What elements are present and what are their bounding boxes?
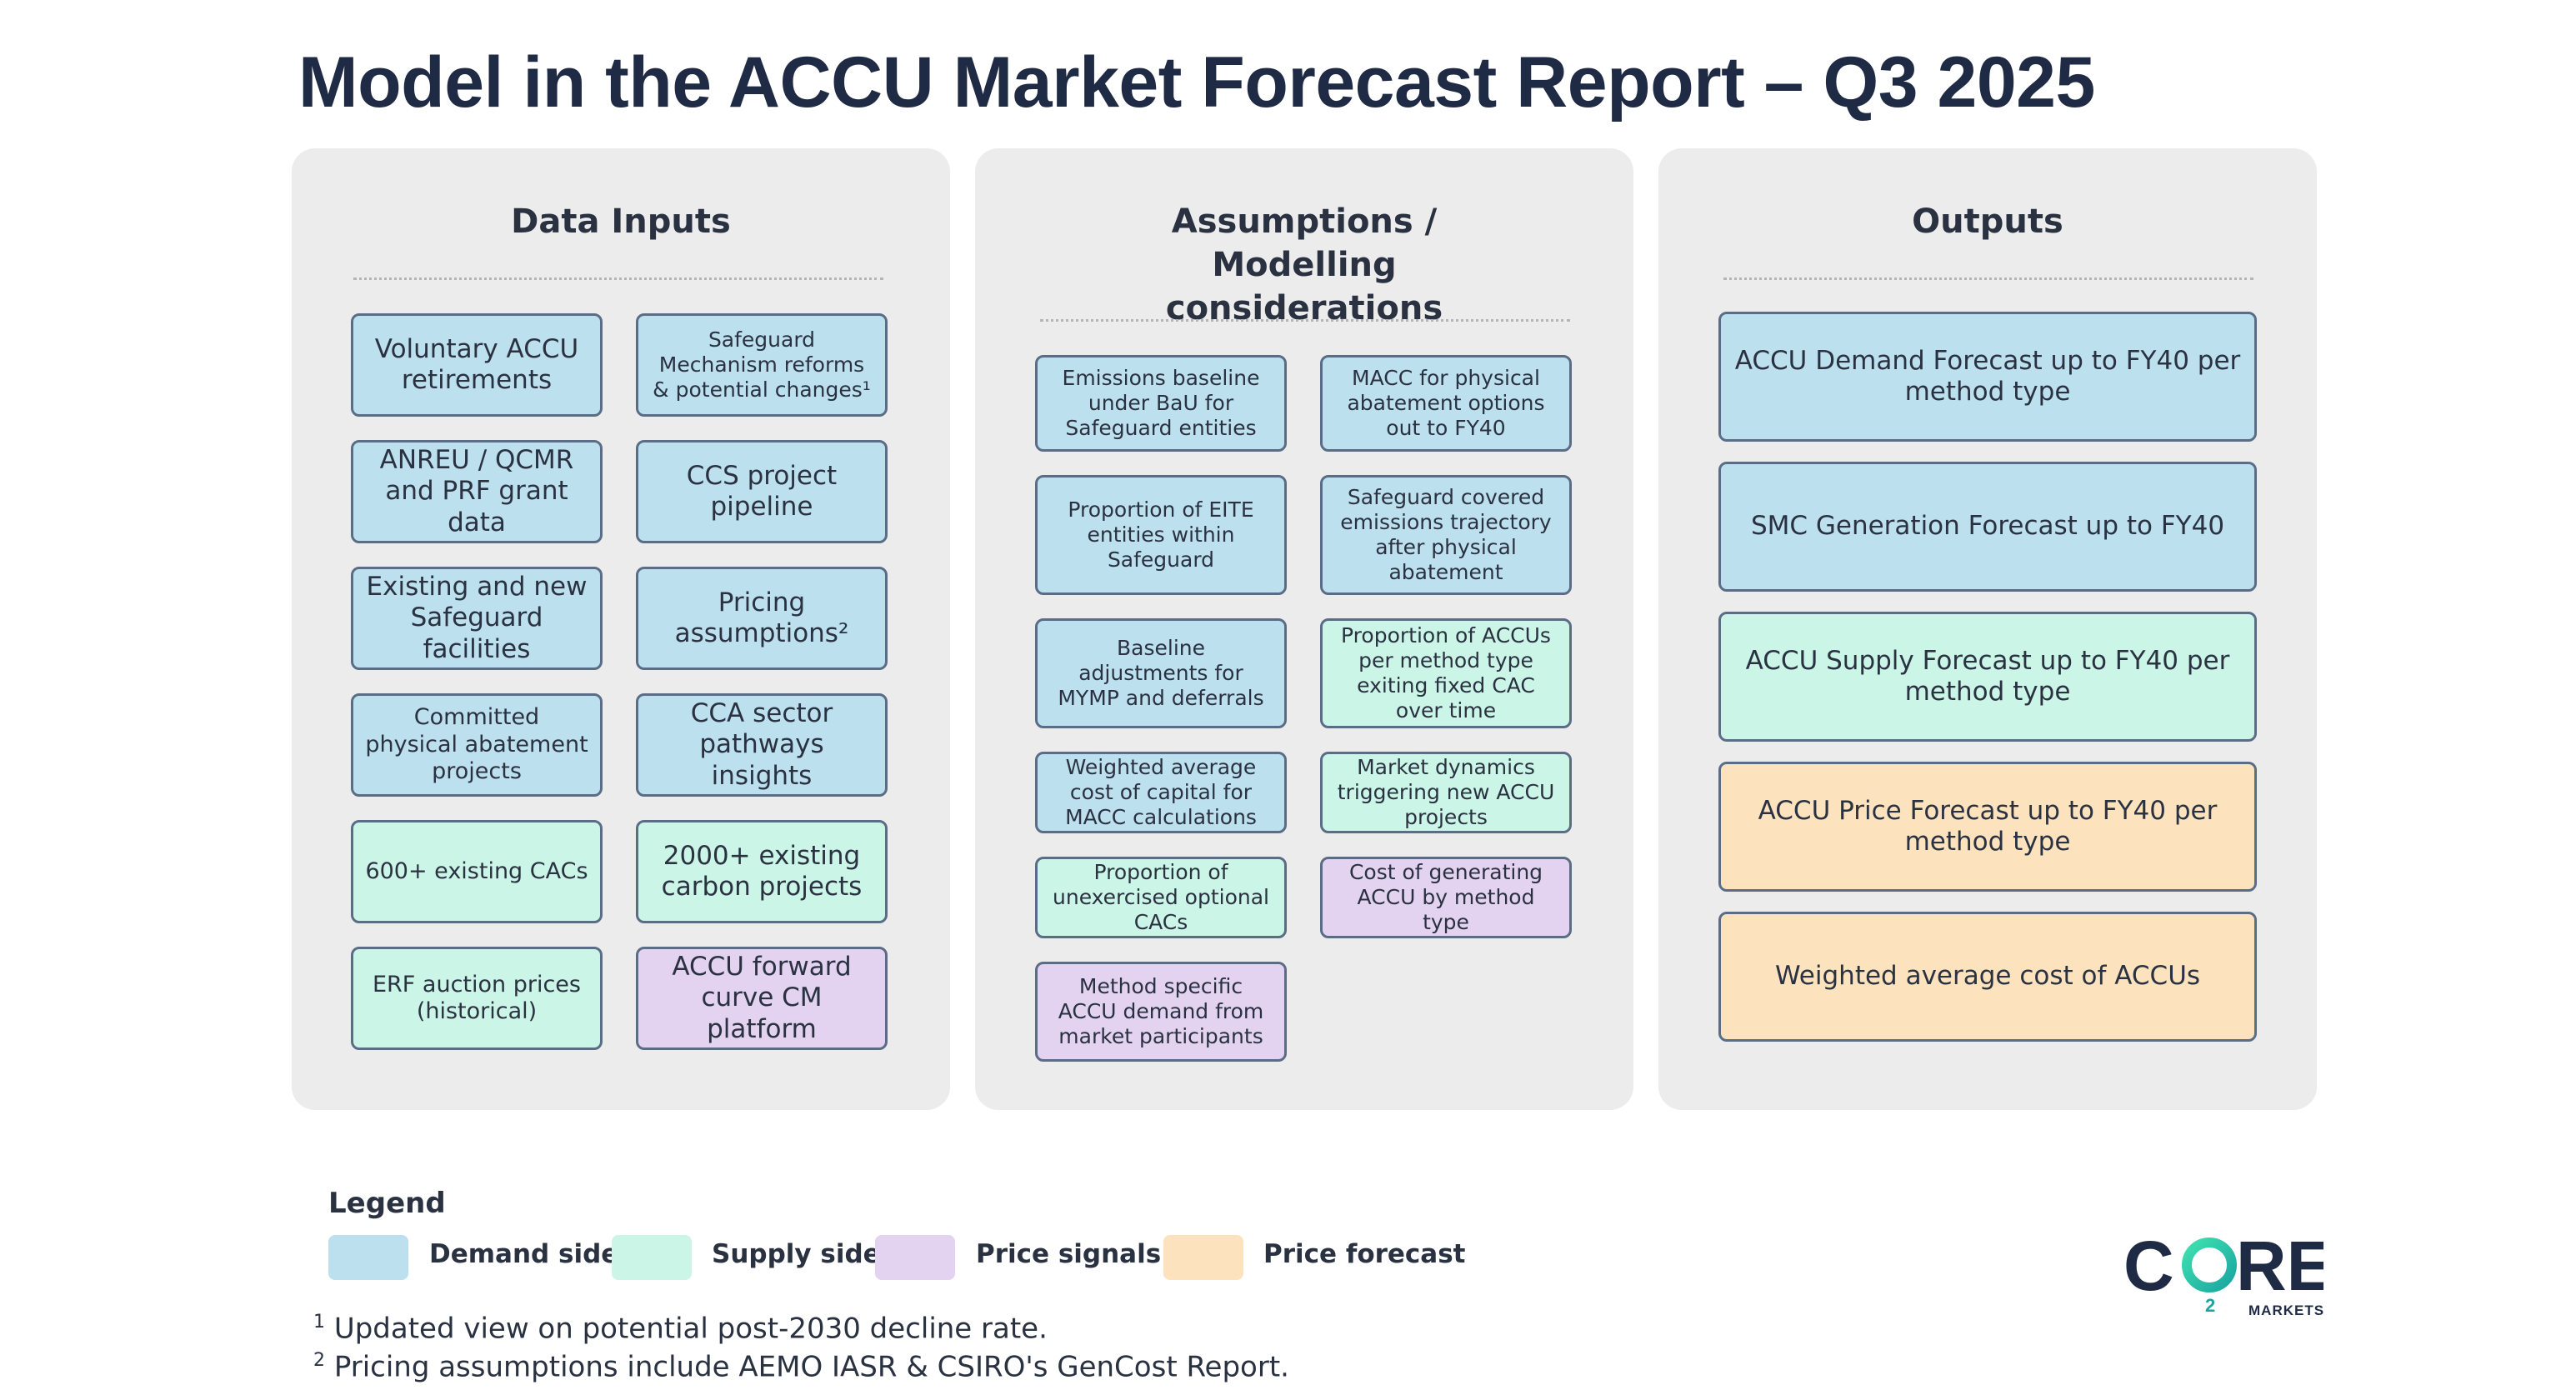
input-box: Existing and new Safeguard facilities xyxy=(351,567,603,670)
legend-title: Legend xyxy=(328,1187,446,1220)
legend-swatch-price-signals xyxy=(875,1235,955,1280)
assumption-box: Market dynamics triggering new ACCU proj… xyxy=(1320,752,1572,833)
outputs-panel: Outputs ACCU Demand Forecast up to FY40 … xyxy=(1658,148,2317,1110)
assumptions-panel: Assumptions / Modelling considerations E… xyxy=(975,148,1633,1110)
output-box: Weighted average cost of ACCUs xyxy=(1718,912,2257,1042)
legend-label-price-signals: Price signals xyxy=(976,1239,1162,1269)
svg-text:2: 2 xyxy=(2205,1295,2215,1316)
input-box: ERF auction prices (historical) xyxy=(351,947,603,1050)
output-box: ACCU Demand Forecast up to FY40 per meth… xyxy=(1718,312,2257,442)
data-inputs-panel: Data Inputs Voluntary ACCU retirements S… xyxy=(292,148,950,1110)
legend-label-price-forecast: Price forecast xyxy=(1263,1239,1466,1269)
input-box: Committed physical abatement projects xyxy=(351,693,603,797)
svg-text:RE: RE xyxy=(2236,1227,2323,1305)
input-box: CCS project pipeline xyxy=(636,440,888,543)
input-box: Pricing assumptions² xyxy=(636,567,888,670)
input-box: Voluntary ACCU retirements xyxy=(351,313,603,417)
legend-swatch-price-forecast xyxy=(1163,1235,1243,1280)
input-box: 2000+ existing carbon projects xyxy=(636,820,888,923)
assumption-box: Safeguard covered emissions trajectory a… xyxy=(1320,475,1572,595)
footnote-1: 1 Updated view on potential post-2030 de… xyxy=(313,1312,1048,1346)
svg-text:C: C xyxy=(2123,1227,2174,1305)
legend-swatch-demand xyxy=(328,1235,408,1280)
outputs-title: Outputs xyxy=(1912,202,2063,241)
assumption-box: Emissions baseline under BaU for Safegua… xyxy=(1035,355,1287,452)
input-box: 600+ existing CACs xyxy=(351,820,603,923)
assumption-box: Proportion of ACCUs per method type exit… xyxy=(1320,618,1572,728)
panel-divider xyxy=(1040,319,1570,322)
legend-swatch-supply xyxy=(612,1235,692,1280)
panel-divider xyxy=(353,278,883,280)
assumption-box: Cost of generating ACCU by method type xyxy=(1320,857,1572,938)
input-box: CCA sector pathways insights xyxy=(636,693,888,797)
legend-label-demand: Demand side xyxy=(429,1239,619,1269)
assumption-box: Method specific ACCU demand from market … xyxy=(1035,962,1287,1062)
footnote-2: 2 Pricing assumptions include AEMO IASR … xyxy=(313,1350,1289,1384)
page-title: Model in the ACCU Market Forecast Report… xyxy=(298,42,2095,122)
assumption-box: Weighted average cost of capital for MAC… xyxy=(1035,752,1287,833)
output-box: SMC Generation Forecast up to FY40 xyxy=(1718,462,2257,592)
output-box: ACCU Price Forecast up to FY40 per metho… xyxy=(1718,762,2257,892)
assumption-box: Baseline adjustments for MYMP and deferr… xyxy=(1035,618,1287,728)
svg-text:MARKETS: MARKETS xyxy=(2248,1302,2323,1318)
data-inputs-title: Data Inputs xyxy=(511,202,731,241)
assumption-box: MACC for physical abatement options out … xyxy=(1320,355,1572,452)
assumption-box: Proportion of EITE entities within Safeg… xyxy=(1035,475,1287,595)
output-box: ACCU Supply Forecast up to FY40 per meth… xyxy=(1718,612,2257,742)
panel-divider xyxy=(1723,278,2253,280)
assumption-box: Proportion of unexercised optional CACs xyxy=(1035,857,1287,938)
core-markets-logo: C 2 RE MARKETS xyxy=(2123,1225,2333,1325)
legend-label-supply: Supply side xyxy=(712,1239,881,1269)
input-box: ACCU forward curve CM platform xyxy=(636,947,888,1050)
assumptions-title: Assumptions / Modelling considerations xyxy=(1165,202,1443,328)
input-box: ANREU / QCMR and PRF grant data xyxy=(351,440,603,543)
input-box: Safeguard Mechanism reforms & potential … xyxy=(636,313,888,417)
